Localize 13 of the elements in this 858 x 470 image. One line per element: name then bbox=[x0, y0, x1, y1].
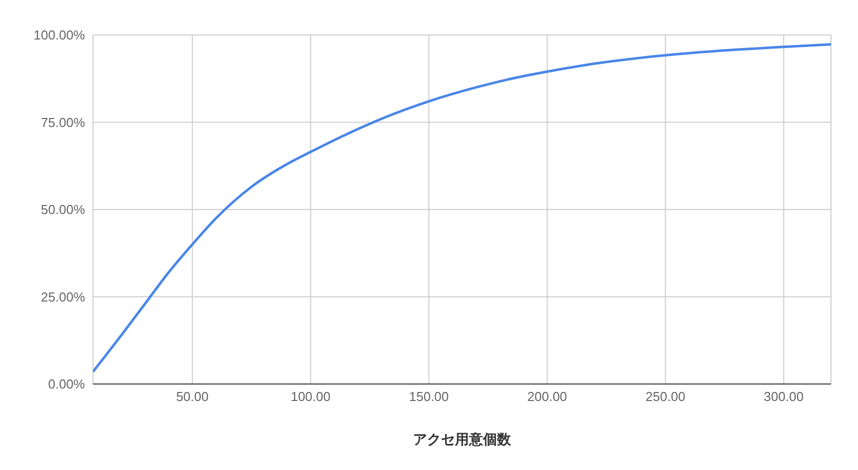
x-tick-label: 250.00 bbox=[646, 389, 686, 404]
x-tick-label: 100.00 bbox=[290, 389, 330, 404]
x-tick-label: 150.00 bbox=[409, 389, 449, 404]
x-tick-label: 50.00 bbox=[176, 389, 209, 404]
y-tick-label: 75.00% bbox=[40, 114, 86, 130]
y-tick-label: 100.00% bbox=[34, 28, 86, 43]
x-tick-label: 300.00 bbox=[764, 389, 804, 404]
line-series bbox=[93, 43, 831, 374]
x-axis-title: アクセ用意個数 bbox=[413, 431, 512, 447]
y-tick-label: 25.00% bbox=[40, 289, 86, 304]
y-tick-label: 50.00% bbox=[40, 202, 86, 218]
x-tick-label: 200.00 bbox=[527, 389, 568, 404]
y-tick-label: 0.00% bbox=[48, 376, 86, 392]
